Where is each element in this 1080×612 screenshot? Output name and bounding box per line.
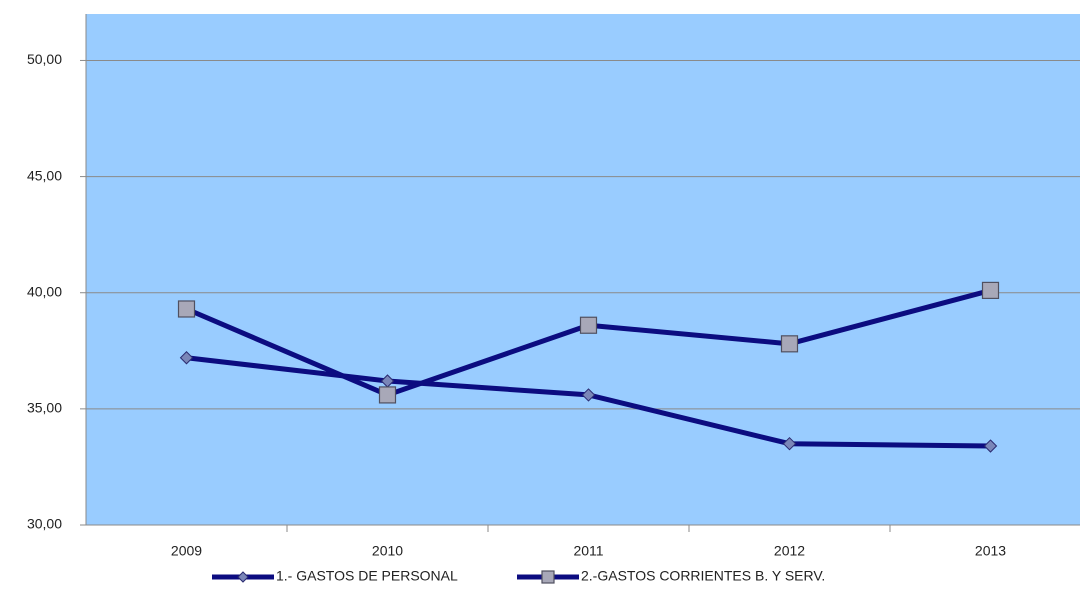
- marker: [579, 316, 598, 334]
- x-tick-label: 2009: [171, 543, 202, 559]
- y-tick-label: 40,00: [27, 283, 62, 299]
- marker: [983, 439, 998, 453]
- y-tick-label: 45,00: [27, 167, 62, 183]
- marker: [981, 281, 1000, 300]
- legend-label: 1.- GASTOS DE PERSONAL: [276, 568, 458, 584]
- marker: [179, 351, 194, 365]
- y-tick-label: 50,00: [27, 51, 62, 67]
- x-tick-label: 2011: [573, 543, 603, 559]
- x-tick-label: 2012: [774, 543, 805, 559]
- marker: [237, 571, 249, 583]
- plot-area: [86, 14, 1080, 525]
- marker: [780, 335, 799, 353]
- marker: [177, 300, 196, 318]
- x-tick-label: 2013: [975, 543, 1006, 559]
- x-tick-label: 2010: [372, 543, 403, 559]
- marker: [541, 570, 555, 584]
- marker: [581, 388, 596, 402]
- marker: [782, 436, 797, 451]
- legend-label: 2.-GASTOS CORRIENTES B. Y SERV.: [581, 568, 825, 584]
- marker: [378, 386, 397, 404]
- y-tick-label: 30,00: [27, 516, 62, 532]
- y-tick-label: 35,00: [27, 400, 62, 416]
